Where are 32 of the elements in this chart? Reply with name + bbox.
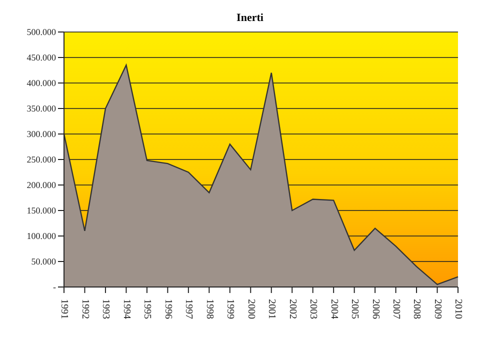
x-tick-label: 2007 (390, 299, 402, 319)
y-tick-label: 100.000 (26, 231, 56, 242)
x-tick-label: 2003 (308, 299, 319, 319)
y-tick-label: 50.000 (31, 256, 56, 267)
x-tick-label: 2010 (452, 299, 464, 319)
x-tick-label: 1994 (120, 299, 132, 319)
x-tick-label: 2002 (286, 299, 298, 319)
x-tick-label: 2005 (349, 299, 360, 319)
x-tick-label: 1998 (204, 299, 215, 319)
y-tick-label: 450.000 (26, 52, 56, 63)
x-tick-label: 2008 (411, 299, 422, 319)
y-tick-label: - (53, 282, 56, 292)
x-tick-label: 2009 (432, 299, 443, 319)
y-tick-label: 500.000 (26, 27, 56, 38)
chart-title: Inerti (236, 11, 264, 26)
y-tick-label: 400.000 (26, 78, 56, 88)
y-tick-label: 200.000 (26, 180, 56, 190)
y-tick-label: 150.000 (26, 206, 56, 216)
x-tick-label: 1999 (224, 299, 236, 319)
x-tick-label: 1992 (79, 299, 90, 319)
x-tick-label: 2006 (370, 299, 381, 319)
x-tick-label: 1996 (162, 299, 174, 319)
y-tick-label: 300.000 (26, 129, 56, 140)
x-tick-label: 1997 (183, 299, 194, 319)
x-tick-label: 2004 (328, 299, 340, 319)
x-tick-label: 2001 (266, 299, 278, 319)
x-tick-label: 1993 (100, 299, 112, 319)
x-tick-label: 2000 (245, 299, 256, 319)
x-tick-label: 1991 (58, 299, 70, 319)
x-tick-label: 1995 (142, 299, 153, 319)
y-tick-label: 350.000 (26, 104, 56, 114)
y-tick-label: 250.000 (26, 154, 56, 165)
